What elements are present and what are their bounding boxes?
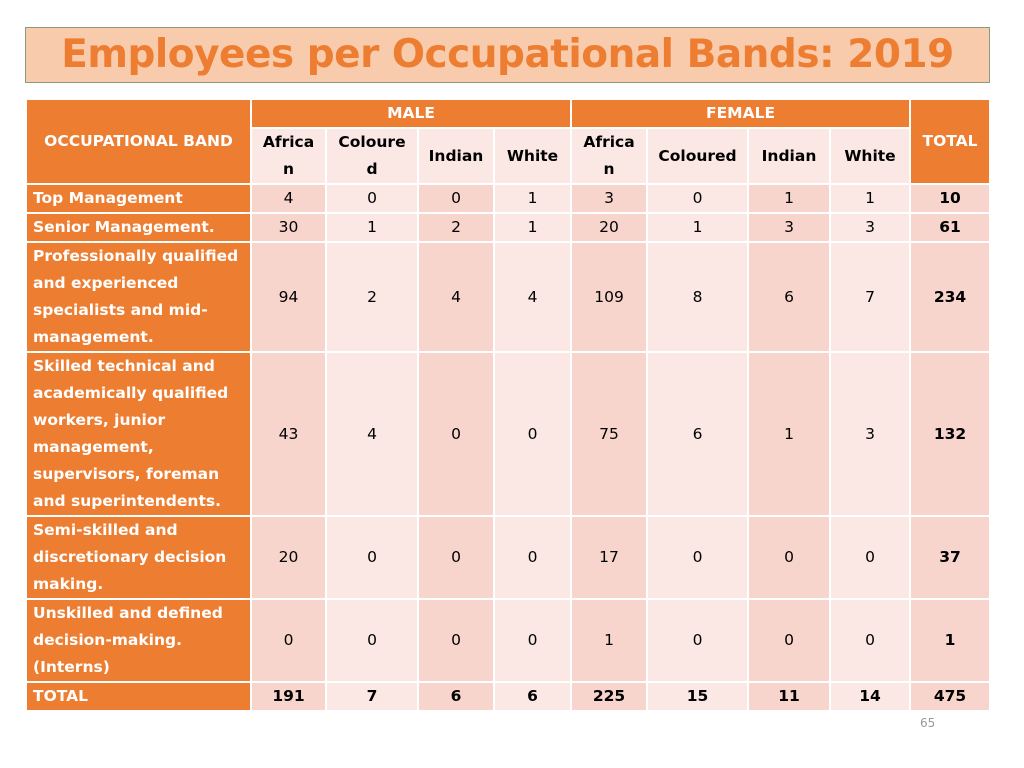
cell: 20: [250, 515, 327, 600]
row-total: 1: [909, 598, 992, 683]
column-header: White: [829, 127, 912, 185]
row: Senior Management. 30 1 2 1 20 1 3 3 61: [25, 212, 992, 243]
row-total: 234: [909, 241, 992, 353]
column-header: White: [492, 127, 573, 185]
header-row: African Coloured Indian White African Coloure…: [26, 127, 990, 185]
cell: 0: [829, 515, 912, 600]
cell: 0: [417, 183, 495, 214]
cell: 0: [646, 515, 750, 600]
cell: 75: [570, 351, 649, 517]
cell: 6: [492, 681, 573, 712]
row-label: Unskilled and defined decision-making. (…: [25, 598, 252, 683]
row: Skilled technical and academically quali…: [25, 351, 992, 517]
row-label: Semi-skilled and discretionary decision …: [25, 515, 252, 600]
cell: 0: [492, 598, 573, 683]
cell: 191: [250, 681, 327, 712]
cell: 3: [747, 212, 832, 243]
row: Unskilled and defined decision-making. (…: [25, 598, 992, 683]
cell: 1: [646, 212, 750, 243]
cell: 2: [325, 241, 419, 353]
row-label: Senior Management.: [25, 212, 252, 243]
row: Professionally qualified and experienced…: [25, 241, 992, 353]
row-label: TOTAL: [25, 681, 252, 712]
cell: 1: [829, 183, 912, 214]
cell: 6: [646, 351, 750, 517]
cell: 0: [747, 598, 832, 683]
title: Employees per Occupational Bands: 2019: [25, 27, 990, 83]
row-label: Top Management: [25, 183, 252, 214]
column-header: Coloured: [325, 127, 419, 185]
cell: 1: [747, 183, 832, 214]
header-row: OCCUPATIONAL BAND MALE FEMALE TOTAL: [25, 98, 992, 185]
cell: 0: [646, 183, 750, 214]
cell: 0: [417, 351, 495, 517]
cell: 4: [417, 241, 495, 353]
column-header: Indian: [417, 127, 495, 185]
cell: 94: [250, 241, 327, 353]
cell: 0: [417, 515, 495, 600]
row-total: 475: [909, 681, 992, 712]
total-header: TOTAL: [909, 98, 992, 185]
cell: 6: [747, 241, 832, 353]
cell: 15: [646, 681, 750, 712]
row-total: 132: [909, 351, 992, 517]
cell: 1: [492, 212, 573, 243]
cell: 3: [829, 212, 912, 243]
cell: 7: [325, 681, 419, 712]
cell: 4: [492, 241, 573, 353]
cell: 6: [417, 681, 495, 712]
cell: 0: [325, 183, 419, 214]
row-total: 10: [909, 183, 992, 214]
group-header: MALE: [249, 98, 573, 129]
table: OCCUPATIONAL BAND MALE FEMALE TOTAL African C…: [25, 98, 992, 712]
cell: 8: [646, 241, 750, 353]
cell: 225: [570, 681, 649, 712]
cell: 3: [829, 351, 912, 517]
column-header: Indian: [747, 127, 832, 185]
cell: 0: [492, 515, 573, 600]
column-header: African: [570, 127, 649, 185]
cell: 2: [417, 212, 495, 243]
band-header: OCCUPATIONAL BAND: [25, 98, 252, 185]
cell: 0: [325, 598, 419, 683]
column-header: African: [250, 127, 327, 185]
cell: 3: [570, 183, 649, 214]
group-header: FEMALE: [570, 98, 912, 129]
cell: 4: [325, 351, 419, 517]
row: Top Management 4 0 0 1 3 0 1 1 10: [25, 183, 992, 214]
cell: 0: [325, 515, 419, 600]
cell: 0: [417, 598, 495, 683]
row-total: 61: [909, 212, 992, 243]
cell: 7: [829, 241, 912, 353]
cell: 14: [829, 681, 912, 712]
column-header: Coloured: [646, 127, 750, 185]
cell: 17: [570, 515, 649, 600]
row: Semi-skilled and discretionary decision …: [25, 515, 992, 600]
cell: 30: [250, 212, 327, 243]
row-label: Professionally qualified and experienced…: [25, 241, 252, 353]
row-label: Skilled technical and academically quali…: [25, 351, 252, 517]
cell: 0: [829, 598, 912, 683]
cell: 0: [747, 515, 832, 600]
cell: 0: [492, 351, 573, 517]
row-total: 37: [909, 515, 992, 600]
cell: 1: [747, 351, 832, 517]
cell: 0: [250, 598, 327, 683]
cell: 11: [747, 681, 832, 712]
cell: 1: [570, 598, 649, 683]
cell: 0: [646, 598, 750, 683]
cell: 1: [492, 183, 573, 214]
cell: 43: [250, 351, 327, 517]
page-number: 65: [920, 716, 936, 730]
cell: 1: [325, 212, 419, 243]
cell: 109: [570, 241, 649, 353]
row: TOTAL 191 7 6 6 225 15 11 14 475: [25, 681, 992, 712]
cell: 20: [570, 212, 649, 243]
cell: 4: [250, 183, 327, 214]
